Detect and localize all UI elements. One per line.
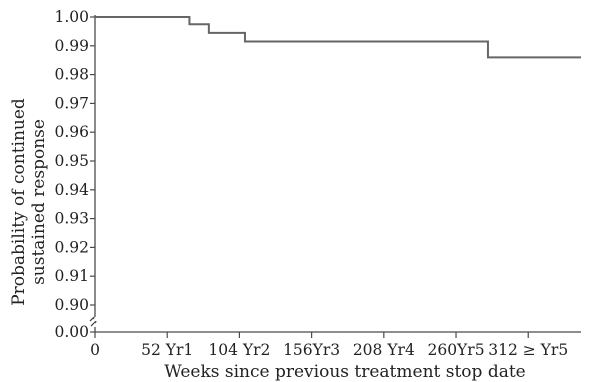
y-tick-label: 0.93: [54, 210, 89, 228]
y-axis-title-line-2: sustained response: [29, 119, 49, 285]
x-tick-label: 52 Yr1: [141, 341, 193, 359]
y-tick-label: 0.96: [54, 123, 89, 141]
y-tick-label: 0.98: [54, 66, 89, 84]
axes: [89, 15, 581, 333]
x-tick-label: 156Yr3: [283, 341, 340, 359]
y-axis-break-mark: [89, 316, 97, 327]
y-axis-ticks: 1.00 0.99 0.98 0.97 0.96 0.95 0.94 0.93 0.92 0.91…: [54, 8, 95, 341]
y-tick-label: 0.90: [54, 296, 89, 314]
y-tick-label: 0.95: [54, 152, 89, 170]
x-axis-title: Weeks since previous treatment stop date: [164, 362, 526, 382]
x-tick-label: 312 ≥ Yr5: [488, 341, 568, 359]
x-tick-label: 0: [90, 341, 100, 359]
y-tick-label: 0.91: [54, 267, 89, 285]
y-tick-label: 0.92: [54, 238, 89, 256]
y-tick-label: 0.99: [54, 37, 89, 55]
survival-curve: [95, 16, 581, 59]
x-tick-label: 104 Yr2: [208, 341, 270, 359]
y-tick-label: 0.00: [54, 323, 89, 341]
y-axis-title: Probability of continued sustained respo…: [9, 98, 49, 306]
y-axis-title-line-1: Probability of continued: [9, 98, 29, 306]
series-layer: [95, 16, 581, 59]
y-tick-label: 0.94: [54, 181, 89, 199]
y-tick-label: 0.97: [54, 94, 89, 112]
x-tick-label: 208 Yr4: [353, 341, 415, 359]
x-axis-ticks: 0 52 Yr1 104 Yr2 156Yr3 208 Yr4 260Yr5 312 ≥ Y…: [90, 332, 568, 359]
y-tick-label: 1.00: [54, 8, 89, 26]
x-tick-label: 260Yr5: [427, 341, 484, 359]
